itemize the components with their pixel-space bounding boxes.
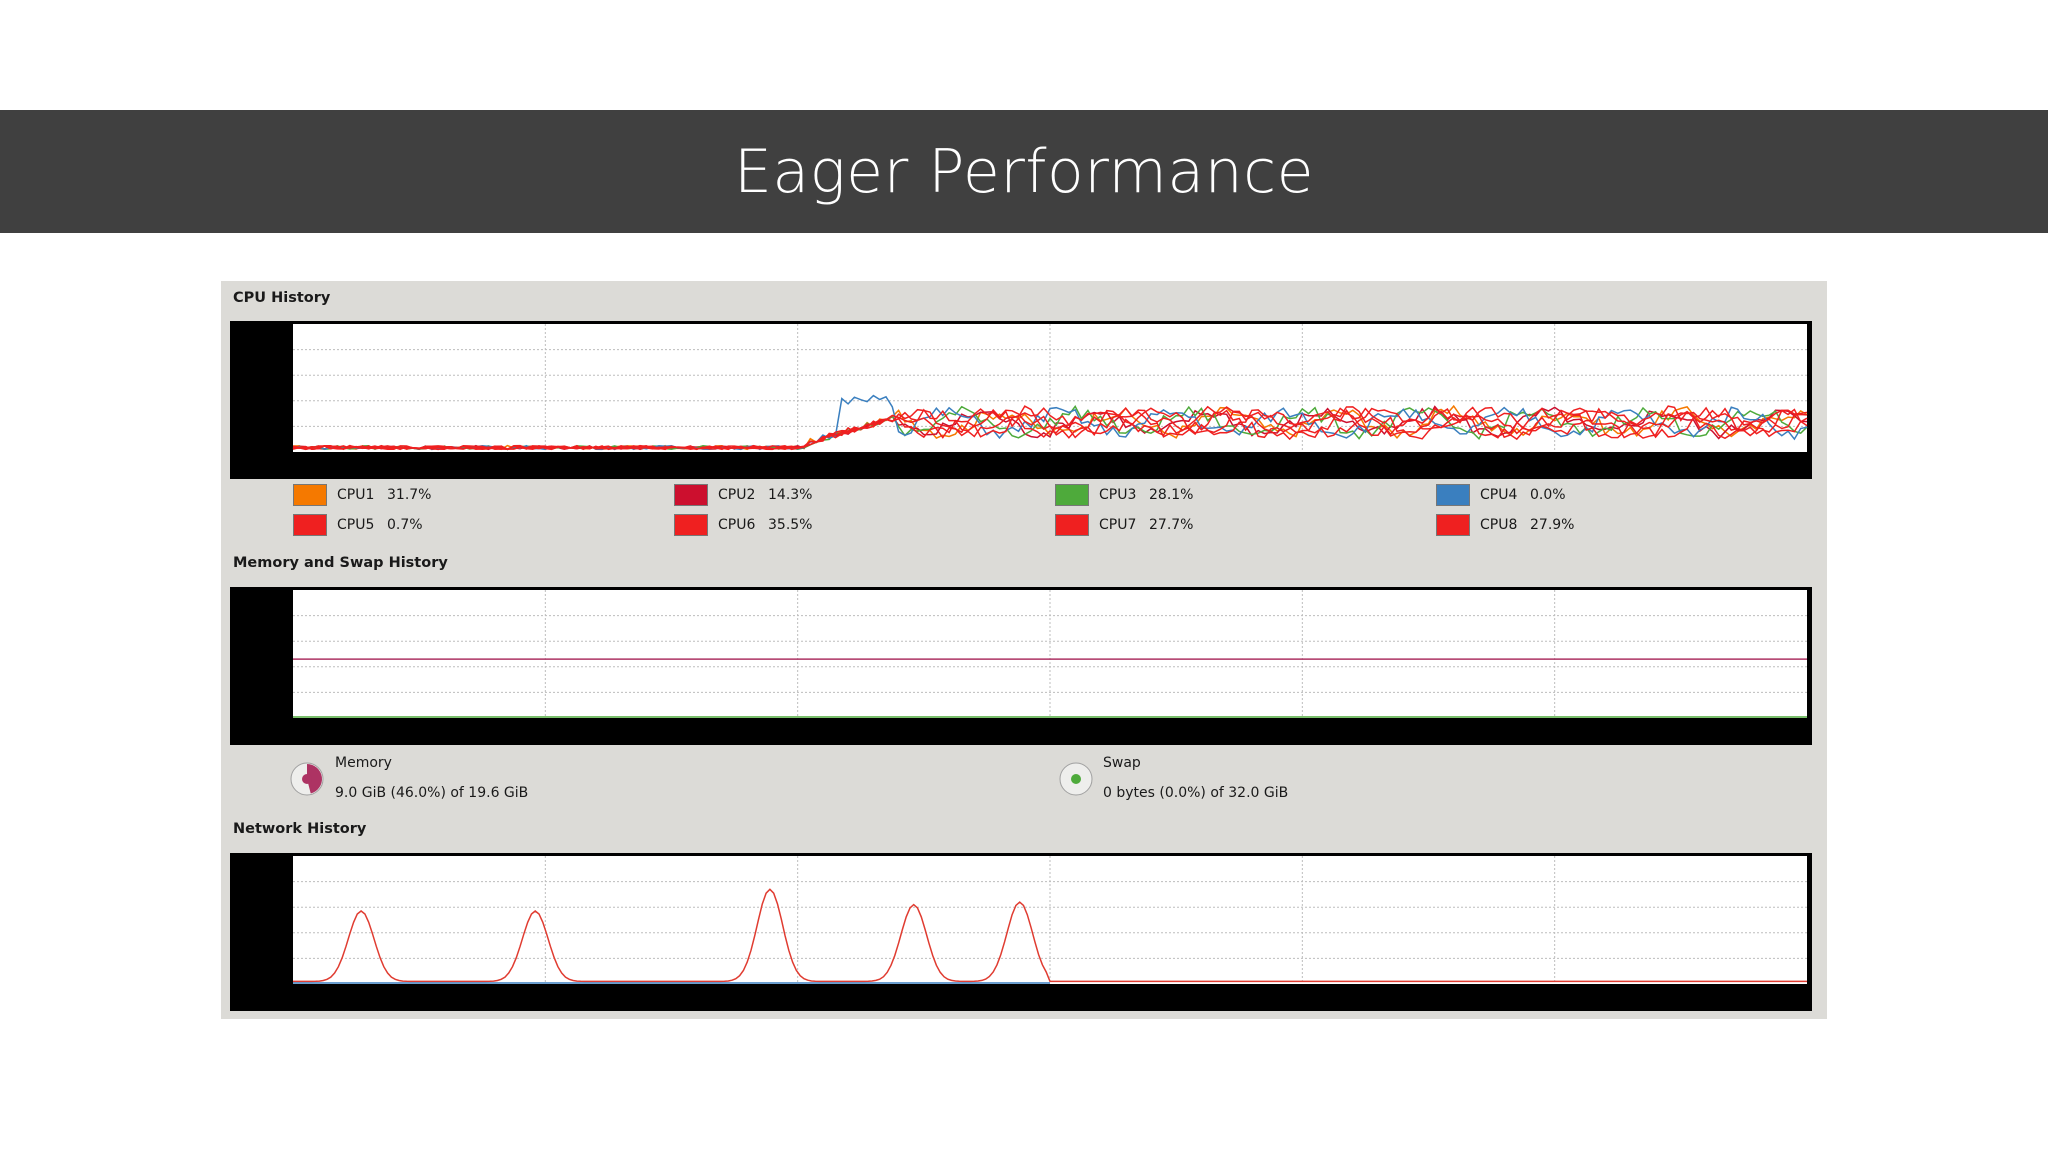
cpu-history-label: CPU History bbox=[233, 290, 331, 306]
cpu-color-swatch[interactable] bbox=[293, 514, 327, 536]
network-history-plot bbox=[293, 856, 1807, 984]
cpu-legend-item-cpu3: CPU3 28.1% bbox=[1055, 484, 1193, 506]
network-receiving-trace bbox=[293, 888, 1807, 983]
slide-title: Eager Performance bbox=[733, 136, 1315, 207]
cpu-usage-value: 27.9% bbox=[1530, 517, 1575, 533]
system-monitor-resources: CPU History CPU1 31.7% CPU2 14.3% CPU3 28.1% C… bbox=[221, 281, 1827, 1019]
cpu-usage-value: 0.0% bbox=[1530, 487, 1566, 503]
cpu-name: CPU6 bbox=[718, 517, 756, 533]
cpu-name: CPU1 bbox=[337, 487, 375, 503]
cpu-name: CPU5 bbox=[337, 517, 375, 533]
cpu-usage-value: 28.1% bbox=[1149, 487, 1194, 503]
cpu-history-plot bbox=[292, 324, 1808, 452]
memory-pie-icon bbox=[290, 762, 324, 796]
cpu-usage-value: 0.7% bbox=[387, 517, 423, 533]
network-history-label: Network History bbox=[233, 821, 367, 837]
cpu-color-swatch[interactable] bbox=[1436, 514, 1470, 536]
cpu-color-swatch[interactable] bbox=[1055, 484, 1089, 506]
memory-swap-plot bbox=[293, 590, 1807, 718]
cpu-usage-value: 35.5% bbox=[768, 517, 813, 533]
cpu-legend-item-cpu7: CPU7 27.7% bbox=[1055, 514, 1193, 536]
memory-swap-history-label: Memory and Swap History bbox=[233, 555, 448, 571]
cpu-legend-item-cpu1: CPU1 31.7% bbox=[293, 484, 431, 506]
cpu-name: CPU7 bbox=[1099, 517, 1137, 533]
cpu-trace-cpu8 bbox=[292, 405, 1808, 451]
cpu-usage-value: 31.7% bbox=[387, 487, 432, 503]
memory-value: 9.0 GiB (46.0%) of 19.6 GiB bbox=[335, 785, 529, 801]
cpu-name: CPU3 bbox=[1099, 487, 1137, 503]
cpu-legend-item-cpu2: CPU2 14.3% bbox=[674, 484, 812, 506]
cpu-history-graph bbox=[230, 321, 1812, 479]
cpu-name: CPU8 bbox=[1480, 517, 1518, 533]
cpu-usage-value: 27.7% bbox=[1149, 517, 1194, 533]
cpu-usage-value: 14.3% bbox=[768, 487, 813, 503]
cpu-color-swatch[interactable] bbox=[1055, 514, 1089, 536]
cpu-name: CPU2 bbox=[718, 487, 756, 503]
cpu-color-swatch[interactable] bbox=[674, 514, 708, 536]
network-history-graph bbox=[230, 853, 1812, 1011]
cpu-legend-item-cpu8: CPU8 27.9% bbox=[1436, 514, 1574, 536]
cpu-color-swatch[interactable] bbox=[1436, 484, 1470, 506]
cpu-legend-item-cpu4: CPU4 0.0% bbox=[1436, 484, 1566, 506]
cpu-legend-item-cpu6: CPU6 35.5% bbox=[674, 514, 812, 536]
memory-label: Memory bbox=[335, 755, 392, 771]
memory-swap-history-graph bbox=[230, 587, 1812, 745]
cpu-color-swatch[interactable] bbox=[674, 484, 708, 506]
swap-pie-icon bbox=[1059, 762, 1093, 796]
cpu-legend-item-cpu5: CPU5 0.7% bbox=[293, 514, 423, 536]
swap-label: Swap bbox=[1103, 755, 1141, 771]
cpu-trace-cpu5 bbox=[292, 406, 1808, 451]
slide-title-bar: Eager Performance bbox=[0, 110, 2048, 233]
cpu-name: CPU4 bbox=[1480, 487, 1518, 503]
swap-value: 0 bytes (0.0%) of 32.0 GiB bbox=[1103, 785, 1289, 801]
cpu-color-swatch[interactable] bbox=[293, 484, 327, 506]
